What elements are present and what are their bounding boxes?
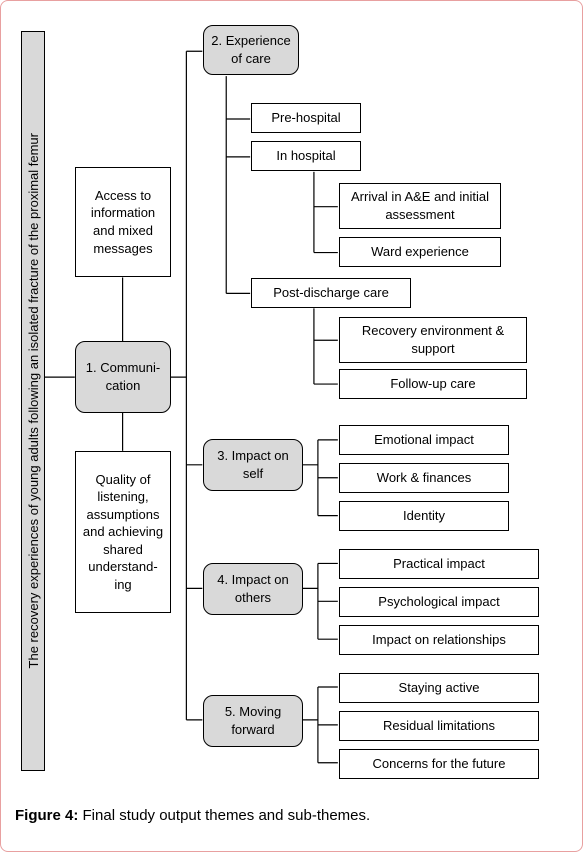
box-label: 2. Experience of care [210,32,292,67]
subtheme-identity: Identity [339,501,509,531]
box-label: Concerns for the future [373,755,506,773]
subtheme-staying-active: Staying active [339,673,539,703]
box-label: Pre-hospital [271,109,340,127]
subtheme-concerns-future: Concerns for the future [339,749,539,779]
subtheme-followup-care: Follow-up care [339,369,527,399]
box-label: Follow-up care [390,375,475,393]
box-label: Access to information and mixed messages [82,187,164,257]
subtheme-practical-impact: Practical impact [339,549,539,579]
theme-communication: 1. Communi- cation [75,341,171,413]
box-label: Identity [403,507,445,525]
box-label: Staying active [399,679,480,697]
box-label: Emotional impact [374,431,474,449]
figure-caption: Figure 4: Final study output themes and … [11,807,572,824]
subtheme-psychological-impact: Psychological impact [339,587,539,617]
subtheme-quality-listening: Quality of listening, assumptions and ac… [75,451,171,613]
subtheme-post-discharge: Post-discharge care [251,278,411,308]
subtheme-relationships-impact: Impact on relationships [339,625,539,655]
box-label: 5. Moving forward [210,703,296,738]
subtheme-residual-limitations: Residual limitations [339,711,539,741]
subtheme-access-info: Access to information and mixed messages [75,167,171,277]
theme-impact-on-self: 3. Impact on self [203,439,303,491]
caption-text: Final study output themes and sub-themes… [83,807,371,824]
diagram-area: The recovery experiences of young adults… [11,11,572,801]
box-label: Psychological impact [378,593,499,611]
box-label: Quality of listening, assumptions and ac… [82,471,164,594]
box-label: 4. Impact on others [210,571,296,606]
root-theme-bar: The recovery experiences of young adults… [21,31,45,771]
theme-moving-forward: 5. Moving forward [203,695,303,747]
theme-experience-of-care: 2. Experience of care [203,25,299,75]
subtheme-emotional-impact: Emotional impact [339,425,509,455]
box-label: Residual limitations [383,717,495,735]
caption-prefix: Figure 4: [15,807,78,824]
subtheme-work-finances: Work & finances [339,463,509,493]
box-label: Practical impact [393,555,485,573]
subtheme-arrival-ae: Arrival in A&E and initial assessment [339,183,501,229]
subtheme-recovery-environment: Recovery environment & support [339,317,527,363]
root-theme-label: The recovery experiences of young adults… [26,133,41,668]
figure-container: The recovery experiences of young adults… [0,0,583,852]
box-label: Work & finances [377,469,471,487]
box-label: Impact on relationships [372,631,506,649]
box-label: 1. Communi- cation [82,359,164,394]
box-label: Ward experience [371,243,469,261]
box-label: 3. Impact on self [210,447,296,482]
box-label: Recovery environment & support [346,322,520,357]
subtheme-ward-experience: Ward experience [339,237,501,267]
box-label: In hospital [276,147,335,165]
box-label: Arrival in A&E and initial assessment [346,188,494,223]
subtheme-in-hospital: In hospital [251,141,361,171]
box-label: Post-discharge care [273,284,389,302]
subtheme-pre-hospital: Pre-hospital [251,103,361,133]
theme-impact-on-others: 4. Impact on others [203,563,303,615]
